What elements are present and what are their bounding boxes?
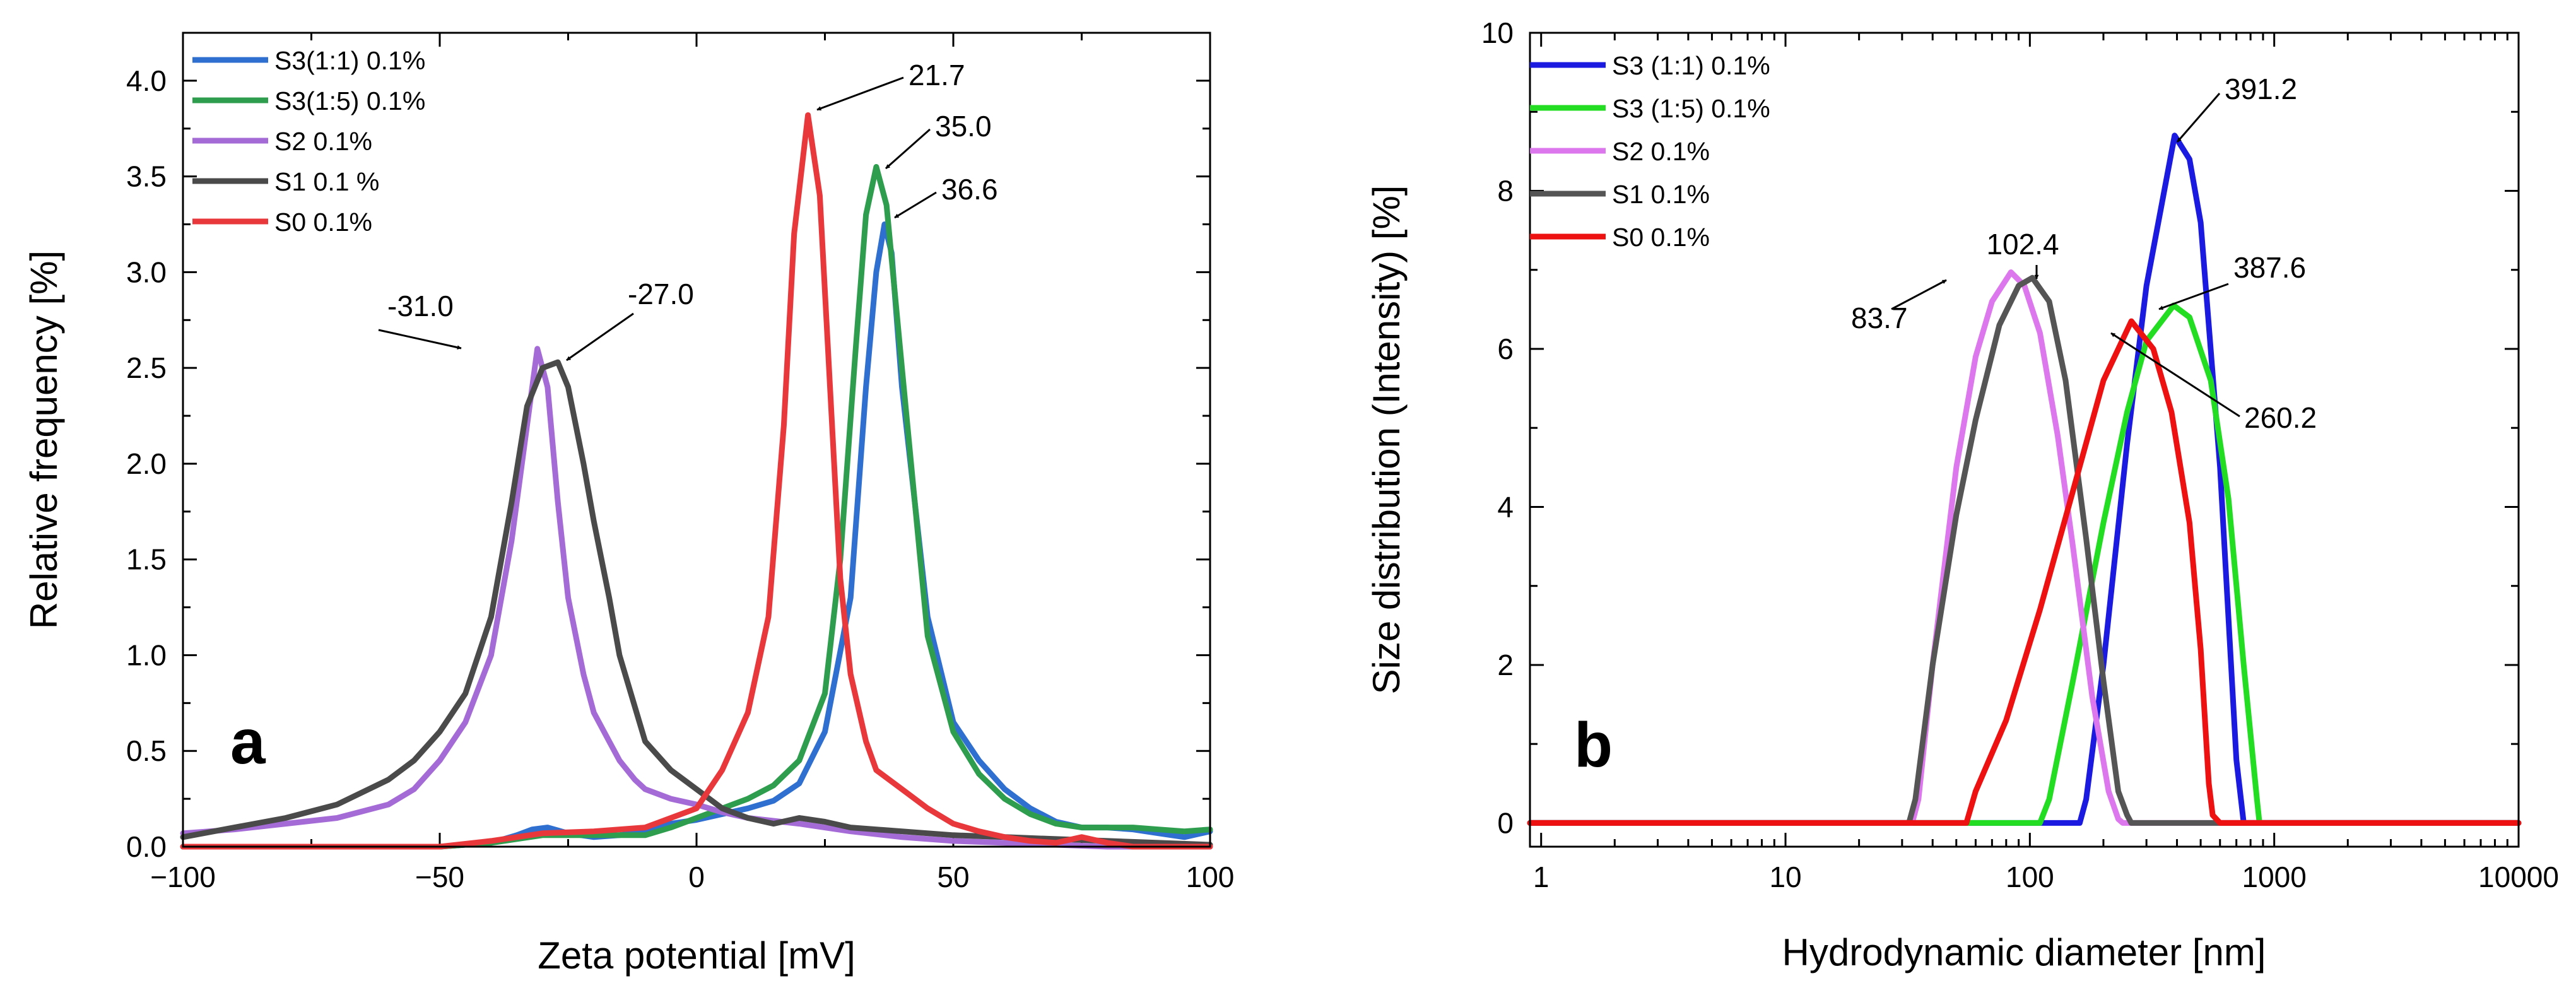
legend-item: S1 0.1% bbox=[1530, 180, 1710, 209]
y-tick-label: 3.5 bbox=[126, 160, 167, 193]
panel-b-tick-labels: 1 10 100 1000 10000 0 2 4 6 8 10 bbox=[1481, 16, 2559, 893]
legend-item: S0 0.1% bbox=[192, 208, 372, 237]
y-tick-label: 1.5 bbox=[126, 543, 167, 576]
legend-label: S3(1:1) 0.1% bbox=[274, 46, 425, 75]
x-tick-label: 0 bbox=[688, 861, 705, 893]
x-tick-label: 1 bbox=[1533, 861, 1550, 893]
panel-b-annotations: 102.4 83.7 391.2 387.6 260.2 bbox=[1851, 73, 2317, 434]
panel-a-letter: a bbox=[230, 707, 266, 777]
legend-label: S3 (1:5) 0.1% bbox=[1612, 94, 1770, 123]
panel-b-size-distribution-chart: 1 10 100 1000 10000 0 2 4 6 8 10 Hydrodynamic diam… bbox=[1365, 16, 2559, 973]
legend-item: S3 (1:1) 0.1% bbox=[1530, 51, 1770, 80]
panel-b-y-axis-title: Size distribution (Intensity) [%] bbox=[1365, 185, 1408, 695]
annotation-label: -27.0 bbox=[628, 278, 694, 310]
annotation-label: 391.2 bbox=[2225, 73, 2297, 105]
panel-a-y-axis-title: Relative frequency [%] bbox=[23, 250, 65, 629]
y-tick-label: 2.5 bbox=[126, 351, 167, 384]
legend-label: S3(1:5) 0.1% bbox=[274, 86, 425, 115]
legend-label: S3 (1:1) 0.1% bbox=[1612, 51, 1770, 80]
annotation-arrow bbox=[2110, 332, 2240, 418]
annotation-label: 36.6 bbox=[941, 173, 998, 206]
annotation-label: -31.0 bbox=[387, 290, 454, 322]
annotation-label: 83.7 bbox=[1851, 302, 1908, 334]
series-line-1 bbox=[1527, 302, 2522, 826]
annotation-label: 387.6 bbox=[2233, 251, 2306, 284]
legend-item: S3 (1:5) 0.1% bbox=[1530, 94, 1770, 123]
legend-item: S1 0.1 % bbox=[192, 167, 379, 196]
annotation-label: 35.0 bbox=[935, 110, 992, 143]
panel-b-series-lines bbox=[1527, 132, 2522, 826]
y-tick-label: 1.0 bbox=[126, 638, 167, 671]
y-tick-label: 2.0 bbox=[126, 447, 167, 480]
legend-label: S1 0.1 % bbox=[274, 167, 379, 196]
y-tick-label: 2 bbox=[1497, 649, 1514, 681]
legend-label: S0 0.1% bbox=[1612, 223, 1710, 252]
annotation-arrow bbox=[1891, 279, 1947, 310]
series-line-0 bbox=[180, 221, 1213, 850]
series-line-3 bbox=[1527, 274, 2522, 826]
legend-label: S2 0.1% bbox=[1612, 137, 1710, 166]
panel-a-tick-labels: −100 −50 0 50 100 0.0 0.5 1.0 1.5 2.0 2.5 3.0 3.5 4.0 bbox=[126, 64, 1234, 893]
annotation-label: 21.7 bbox=[909, 59, 965, 91]
y-tick-label: 8 bbox=[1497, 174, 1514, 207]
panel-a-plot-frame bbox=[182, 32, 1211, 848]
x-tick-label: 10 bbox=[1769, 861, 1801, 893]
panel-a-series-lines bbox=[180, 112, 1213, 850]
panel-b-legend: S3 (1:1) 0.1% S3 (1:5) 0.1% S2 0.1% S1 0.1%… bbox=[1530, 51, 1770, 252]
x-tick-label: 1000 bbox=[2242, 861, 2307, 893]
annotation-arrow bbox=[378, 329, 462, 350]
annotation-arrow bbox=[816, 76, 904, 111]
x-tick-label: 100 bbox=[2006, 861, 2054, 893]
x-tick-label: 50 bbox=[937, 861, 969, 893]
panel-a-legend: S3(1:1) 0.1% S3(1:5) 0.1% S2 0.1% S1 0.1 % S… bbox=[192, 46, 425, 237]
legend-label: S1 0.1% bbox=[1612, 180, 1710, 209]
series-line-2 bbox=[1527, 269, 2522, 826]
panel-a-ticks bbox=[182, 33, 1211, 848]
annotation-arrow bbox=[2158, 283, 2229, 310]
annotation-arrow bbox=[894, 191, 937, 219]
x-tick-label: −100 bbox=[150, 861, 216, 893]
legend-item: S2 0.1% bbox=[192, 127, 372, 156]
annotation-arrow bbox=[566, 312, 634, 362]
x-tick-label: −50 bbox=[415, 861, 464, 893]
legend-label: S2 0.1% bbox=[274, 127, 372, 156]
annotation-arrow bbox=[2176, 93, 2221, 143]
panel-b-ticks bbox=[1530, 32, 2520, 847]
series-line-4 bbox=[1527, 318, 2522, 826]
legend-item: S3(1:5) 0.1% bbox=[192, 86, 425, 115]
legend-item: S2 0.1% bbox=[1530, 137, 1710, 166]
x-tick-label: 10000 bbox=[2478, 861, 2559, 893]
series-line-2 bbox=[180, 346, 1213, 850]
legend-item: S0 0.1% bbox=[1530, 223, 1710, 252]
panel-b-x-axis-title: Hydrodynamic diameter [nm] bbox=[1782, 931, 2266, 973]
y-tick-label: 10 bbox=[1481, 16, 1514, 49]
legend-item: S3(1:1) 0.1% bbox=[192, 46, 425, 75]
y-tick-label: 4.0 bbox=[126, 64, 167, 97]
panel-a-annotations: -31.0 -27.0 21.7 35.0 36.6 bbox=[378, 59, 998, 362]
legend-label: S0 0.1% bbox=[274, 208, 372, 237]
y-tick-label: 3.0 bbox=[126, 256, 167, 288]
y-tick-label: 4 bbox=[1497, 490, 1514, 523]
panel-a-x-axis-title: Zeta potential [mV] bbox=[538, 934, 856, 977]
y-tick-label: 6 bbox=[1497, 332, 1514, 365]
y-tick-label: 0 bbox=[1497, 806, 1514, 839]
annotation-arrow bbox=[885, 128, 931, 170]
series-line-1 bbox=[180, 164, 1213, 850]
x-tick-label: 100 bbox=[1186, 861, 1235, 893]
series-line-0 bbox=[1527, 132, 2522, 826]
series-line-3 bbox=[180, 359, 1213, 848]
annotation-label: 260.2 bbox=[2244, 401, 2317, 434]
y-tick-label: 0.0 bbox=[126, 830, 167, 863]
panel-b-plot-frame bbox=[1529, 32, 2520, 848]
series-line-4 bbox=[180, 112, 1213, 850]
y-tick-label: 0.5 bbox=[126, 734, 167, 767]
panel-a-zeta-potential-chart: −100 −50 0 50 100 0.0 0.5 1.0 1.5 2.0 2.5 3.0 3.5 4.0… bbox=[23, 32, 1234, 977]
annotation-label: 102.4 bbox=[1986, 228, 2059, 261]
panel-b-letter: b bbox=[1574, 710, 1613, 780]
